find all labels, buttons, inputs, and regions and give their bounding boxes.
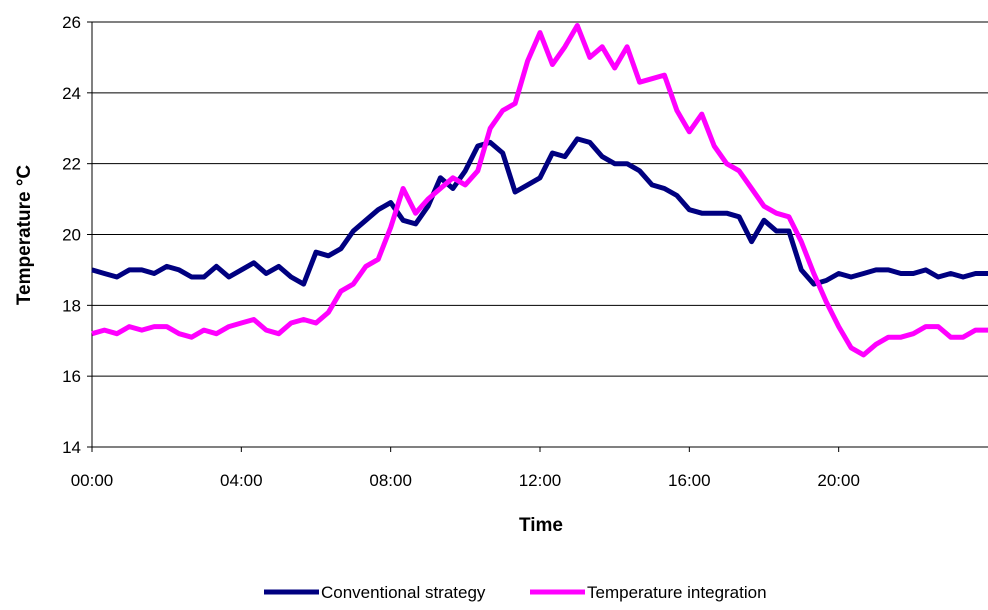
gridlines [92,21,988,377]
y-tick-label-16: 16 [62,367,81,386]
x-tick-label-0800: 08:00 [369,471,412,490]
axes [87,21,988,452]
x-tick-label-0400: 04:00 [220,471,263,490]
tick-labels: 14 16 18 20 22 24 26 00:00 04:00 08:00 12:00 16:00 2… [62,13,860,490]
legend-label-temperature-integration: Temperature integration [587,583,767,602]
y-tick-label-20: 20 [62,226,81,245]
series-line-temperature-integration [91,23,988,358]
series-lines [91,23,988,358]
y-tick-label-14: 14 [62,438,81,457]
y-tick-label-18: 18 [62,296,81,315]
series-line-conventional-strategy [91,136,988,287]
x-axis-title: Time [519,515,563,536]
legend-label-conventional-strategy: Conventional strategy [321,583,486,602]
x-tick-label-1200: 12:00 [519,471,562,490]
y-tick-label-26: 26 [62,13,81,32]
y-axis-title: Temperature °C [14,165,35,306]
x-tick-label-0000: 00:00 [71,471,114,490]
x-tick-label-1600: 16:00 [668,471,711,490]
x-tick-label-2000: 20:00 [817,471,860,490]
legend: Conventional strategy Temperature integr… [264,583,767,602]
y-tick-label-24: 24 [62,84,81,103]
y-tick-label-22: 22 [62,155,81,174]
